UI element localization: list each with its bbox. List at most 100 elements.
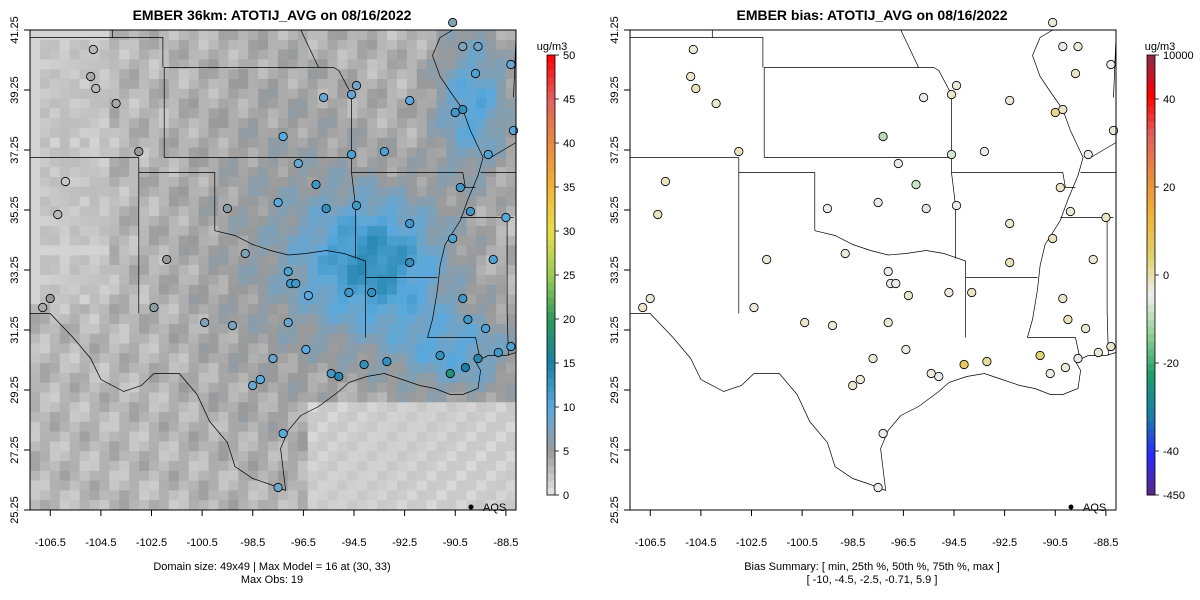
model-cell (119, 314, 130, 325)
model-cell (69, 255, 80, 266)
model-cell (337, 98, 348, 109)
model-cell (456, 30, 467, 41)
model-cell (327, 186, 338, 197)
model-cell (416, 353, 428, 364)
model-cell (347, 59, 358, 70)
model-cell (248, 490, 259, 501)
model-cell (317, 245, 328, 256)
model-cell (357, 431, 368, 442)
model-cell (208, 372, 219, 384)
model-cell (446, 78, 457, 90)
model-cell (228, 206, 239, 217)
left-legend-label: AQS (483, 502, 506, 514)
model-cell (168, 431, 180, 442)
model-cell (466, 274, 477, 286)
model-cell (406, 59, 418, 70)
model-cell (69, 500, 80, 511)
model-cell (69, 225, 80, 237)
model-cell (396, 118, 408, 129)
model-cell (39, 225, 51, 237)
model-cell (89, 451, 100, 462)
model-cell (357, 30, 368, 41)
model-cell (79, 147, 90, 158)
model-cell (188, 49, 200, 60)
model-cell (456, 196, 467, 207)
model-cell (39, 167, 51, 178)
model-cell (119, 490, 130, 501)
model-cell (496, 127, 507, 139)
model-cell (149, 431, 160, 442)
model-cell (69, 480, 80, 491)
model-cell (168, 127, 180, 139)
station-marker (463, 314, 473, 325)
model-cell (109, 461, 120, 472)
model-cell (39, 461, 51, 472)
model-cell (347, 118, 358, 129)
model-cell (99, 49, 110, 60)
model-cell (387, 372, 398, 384)
model-cell (287, 157, 299, 168)
model-cell (178, 245, 190, 256)
station-marker (645, 293, 655, 304)
model-cell (426, 216, 438, 227)
model-cell (119, 98, 130, 109)
model-cell (496, 412, 507, 423)
model-cell (69, 274, 80, 286)
model-cell (426, 176, 438, 188)
model-cell (367, 30, 378, 41)
model-cell (79, 353, 90, 364)
model-cell (168, 137, 180, 148)
station-marker (334, 371, 344, 382)
model-cell (277, 108, 289, 119)
model-cell (387, 49, 398, 60)
model-cell (277, 314, 289, 325)
model-cell (268, 108, 279, 119)
model-cell (367, 59, 378, 70)
model-cell (168, 451, 180, 462)
model-cell (327, 108, 338, 119)
model-cell (248, 245, 259, 256)
model-cell (377, 294, 388, 305)
model-cell (426, 88, 438, 99)
model-cell (39, 382, 51, 393)
model-cell (436, 196, 447, 207)
model-cell (426, 147, 438, 158)
model-cell (277, 421, 289, 433)
model-cell (109, 167, 120, 178)
station-marker (283, 266, 293, 277)
model-cell (416, 206, 428, 217)
model-cell (446, 441, 457, 452)
model-cell (228, 490, 239, 501)
model-cell (188, 372, 200, 384)
model-cell (198, 421, 209, 433)
model-cell (396, 431, 408, 442)
colorbar-tick-label: 10000 (1163, 50, 1194, 62)
model-cell (436, 137, 447, 148)
model-cell (436, 225, 447, 237)
model-cell (39, 147, 51, 158)
model-cell (168, 78, 180, 90)
model-cell (238, 186, 249, 197)
model-cell (387, 235, 398, 246)
station-marker (273, 197, 283, 208)
model-cell (99, 333, 110, 344)
colorbar-segment (1147, 172, 1155, 181)
model-cell (297, 265, 309, 276)
model-cell (109, 30, 120, 41)
model-cell (357, 118, 368, 129)
model-cell (119, 343, 130, 354)
model-cell (506, 304, 517, 315)
x-tick-label: -102.5 (736, 537, 767, 549)
model-cell (79, 59, 90, 70)
model-cell (377, 402, 388, 413)
model-cell (367, 500, 378, 511)
model-cell (30, 235, 41, 246)
model-cell (387, 216, 398, 227)
model-cell (436, 284, 447, 295)
model-cell (436, 127, 447, 139)
model-cell (79, 265, 90, 276)
model-cell (39, 323, 51, 335)
model-cell (30, 284, 41, 295)
model-cell (49, 392, 61, 403)
model-cell (208, 333, 219, 344)
